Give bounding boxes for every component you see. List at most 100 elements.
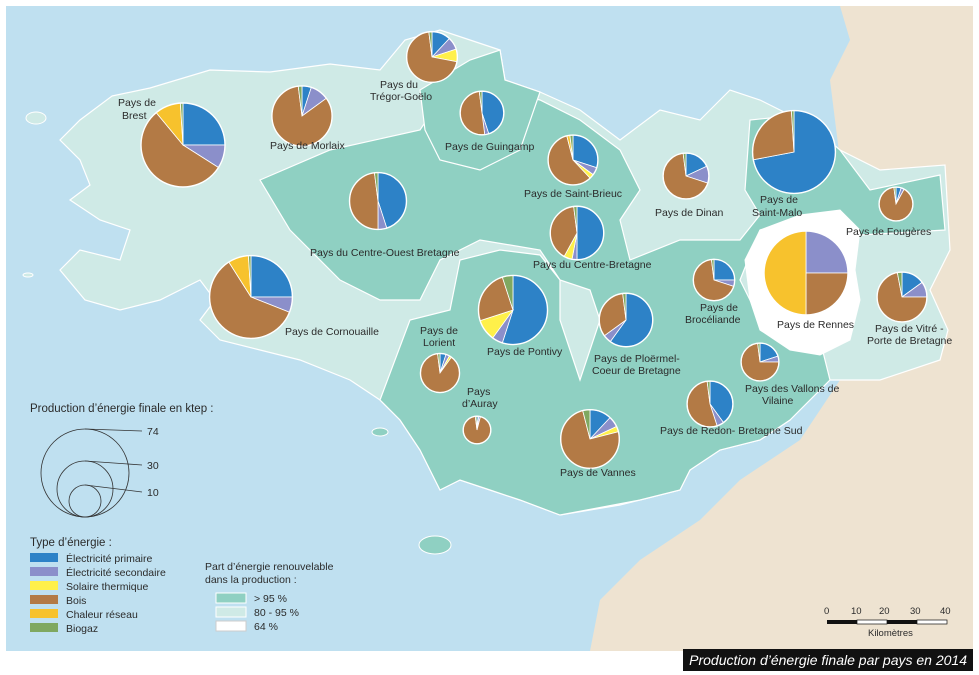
- type-label-solaire: Solaire thermique: [66, 581, 148, 593]
- pie-outline: [740, 342, 780, 382]
- label-dinan: Pays de Dinan: [655, 207, 723, 219]
- label-morlaix: Pays de Morlaix: [270, 140, 345, 152]
- share-label-mid: 80 - 95 %: [254, 607, 299, 619]
- pie-outline: [662, 152, 710, 200]
- label-tregor-1: Pays du: [380, 79, 418, 91]
- label-auray-1: Pays: [467, 386, 490, 398]
- pie-outline: [462, 415, 492, 445]
- pie-pays-de-rennes: [763, 230, 849, 316]
- pie-pays-du-centre-bretagne: [549, 205, 605, 261]
- label-saint-malo-2: Saint-Malo: [752, 207, 802, 219]
- type-legend-title: Type d’énergie :: [30, 537, 112, 549]
- pie-outline: [763, 230, 849, 316]
- pie-outline: [751, 109, 837, 195]
- pie-outline: [686, 380, 734, 428]
- pie-pays-d-auray: [462, 415, 492, 445]
- label-ploermel-1: Pays de Ploërmel-: [594, 353, 680, 365]
- pie-pays-de-morlaix: [271, 85, 333, 147]
- pie-outline: [692, 258, 736, 302]
- scale-unit: Kilomètres: [868, 628, 913, 639]
- pie-pays-de-plo-rmel-coeur-de-bretagne: [598, 292, 654, 348]
- scale-segment-2: [856, 619, 888, 625]
- pie-outline: [459, 90, 505, 136]
- type-label-elec-secondaire: Électricité secondaire: [66, 566, 166, 579]
- type-swatch-bois: [30, 595, 58, 604]
- pie-outline: [876, 271, 928, 323]
- pie-pays-de-saint-brieuc: [547, 134, 599, 186]
- scale-tick-10: 10: [851, 606, 862, 617]
- type-label-bois: Bois: [66, 595, 86, 607]
- pie-pays-de-cornouaille: [208, 254, 294, 340]
- type-swatch-solaire: [30, 581, 58, 590]
- pays-labels: Pays de Brest Pays de Morlaix Pays du Tr…: [118, 79, 952, 479]
- pie-pays-de-lorient: [419, 352, 461, 394]
- pie-outline: [547, 134, 599, 186]
- pie-outline: [878, 186, 914, 222]
- label-fougeres: Pays de Fougères: [846, 226, 931, 238]
- type-label-biogaz: Biogaz: [66, 623, 98, 635]
- pie-outline: [348, 171, 408, 231]
- scale-segment-1: [827, 620, 857, 624]
- type-swatch-chaleur: [30, 609, 58, 618]
- size-leader-30: [84, 460, 143, 466]
- scale-segment-4: [916, 619, 948, 625]
- label-lorient-2: Lorient: [423, 337, 455, 349]
- type-swatch-elec-primaire: [30, 553, 58, 562]
- size-label-74: 74: [147, 426, 159, 438]
- zone-high-share-central: [259, 89, 946, 516]
- pie-pays-de-dinan: [662, 152, 710, 200]
- pie-pays-des-vallons-de-vilaine: [740, 342, 780, 382]
- pie-outline: [140, 102, 226, 188]
- share-swatch-mid: [215, 606, 247, 618]
- island-belle-ile: [418, 535, 452, 555]
- label-tregor-2: Trégor-Goëlo: [370, 91, 432, 103]
- type-swatch-biogaz: [30, 623, 58, 632]
- label-vitre-1: Pays de Vitré -: [875, 323, 944, 335]
- map-caption: Production d’énergie finale par pays en …: [683, 649, 973, 671]
- share-legend-title-2: dans la production :: [205, 574, 297, 586]
- pie-charts: [140, 30, 928, 469]
- scale-segment-3: [887, 620, 917, 624]
- pie-outline: [271, 85, 333, 147]
- label-saint-malo-1: Pays de: [760, 194, 798, 206]
- island-sein: [22, 272, 34, 278]
- label-vitre-2: Porte de Bretagne: [867, 335, 952, 347]
- type-swatch-elec-secondaire: [30, 567, 58, 576]
- label-centre-bretagne: Pays du Centre-Bretagne: [533, 259, 652, 271]
- type-label-elec-primaire: Électricité primaire: [66, 552, 153, 565]
- pie-pays-du-tr-gor-go-lo: [405, 30, 459, 84]
- label-broceliande-1: Pays de: [700, 302, 738, 314]
- pie-pays-de-redon-bretagne-sud: [686, 380, 734, 428]
- label-rennes: Pays de Rennes: [777, 319, 854, 331]
- pie-outline: [549, 205, 605, 261]
- size-legend: Production d’énergie finale en ktep : 74…: [30, 403, 213, 518]
- pie-pays-de-saint-malo: [751, 109, 837, 195]
- scale-tick-40: 40: [940, 606, 951, 617]
- size-label-10: 10: [147, 487, 159, 499]
- pie-pays-de-vannes: [560, 409, 620, 469]
- pie-outline: [477, 274, 549, 346]
- label-broceliande-2: Brocéliande: [685, 314, 741, 326]
- label-saint-brieuc: Pays de Saint-Brieuc: [524, 188, 622, 200]
- label-cornouaille: Pays de Cornouaille: [285, 326, 379, 338]
- label-auray-2: d’Auray: [462, 398, 498, 410]
- share-legend-title-1: Part d’énergie renouvelable: [205, 561, 334, 573]
- share-swatch-high: [215, 592, 247, 604]
- label-lorient-1: Pays de: [420, 325, 458, 337]
- share-legend: Part d’énergie renouvelable dans la prod…: [205, 561, 334, 633]
- size-leader-74: [84, 428, 143, 432]
- label-vallons-1: Pays des Vallons de: [745, 383, 840, 395]
- scale-tick-0: 0: [824, 606, 829, 617]
- pie-outline: [405, 30, 459, 84]
- type-label-chaleur: Chaleur réseau: [66, 609, 138, 621]
- land-normandy: [590, 6, 973, 651]
- size-label-30: 30: [147, 460, 159, 472]
- label-vannes: Pays de Vannes: [560, 467, 636, 479]
- scale-tick-20: 20: [879, 606, 890, 617]
- type-legend: Type d’énergie : Électricité primaire Él…: [30, 537, 166, 635]
- pie-pays-de-vitr-porte-de-bretagne: [876, 271, 928, 323]
- scale-tick-30: 30: [910, 606, 921, 617]
- label-vallons-2: Vilaine: [762, 395, 793, 407]
